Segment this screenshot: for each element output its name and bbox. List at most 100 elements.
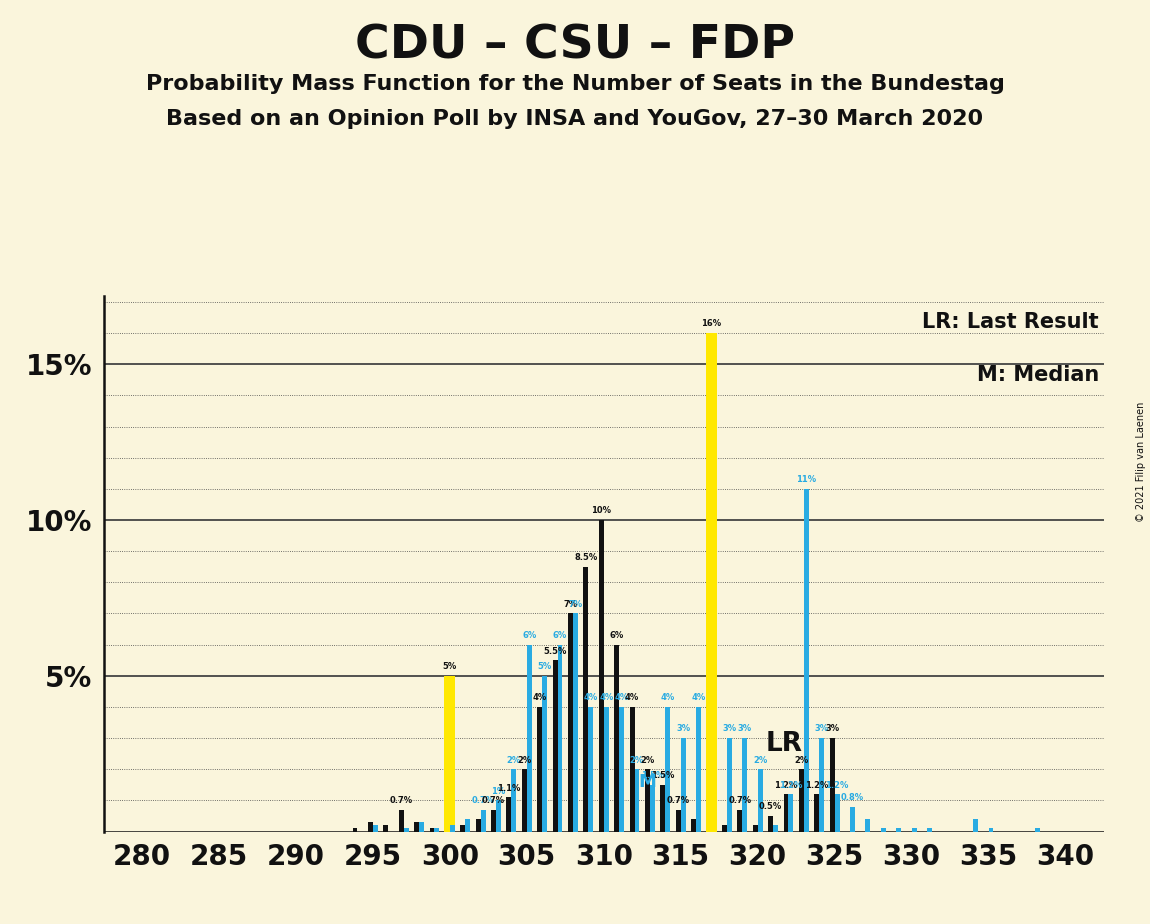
- Bar: [681, 738, 685, 832]
- Bar: [799, 770, 804, 832]
- Bar: [383, 825, 389, 832]
- Bar: [768, 816, 773, 832]
- Bar: [753, 825, 758, 832]
- Bar: [542, 675, 547, 832]
- Text: 3%: 3%: [825, 724, 840, 734]
- Bar: [496, 800, 501, 832]
- Bar: [722, 825, 727, 832]
- Bar: [450, 825, 454, 832]
- Bar: [814, 795, 819, 832]
- Text: 1.5%: 1.5%: [651, 772, 675, 780]
- Text: © 2021 Filip van Laenen: © 2021 Filip van Laenen: [1136, 402, 1145, 522]
- Text: LR: Last Result: LR: Last Result: [922, 311, 1099, 332]
- Text: 1.2%: 1.2%: [826, 781, 849, 789]
- Bar: [460, 825, 466, 832]
- Text: 6%: 6%: [610, 631, 623, 640]
- Bar: [435, 829, 439, 832]
- Text: 4%: 4%: [660, 693, 675, 702]
- Bar: [835, 795, 840, 832]
- Text: 10%: 10%: [591, 506, 612, 516]
- Bar: [912, 829, 917, 832]
- Text: 11%: 11%: [796, 475, 816, 484]
- Bar: [989, 829, 994, 832]
- Text: 2%: 2%: [753, 756, 767, 765]
- Text: 0.7%: 0.7%: [390, 796, 413, 805]
- Bar: [896, 829, 902, 832]
- Text: Probability Mass Function for the Number of Seats in the Bundestag: Probability Mass Function for the Number…: [146, 74, 1004, 94]
- Text: 3%: 3%: [814, 724, 829, 734]
- Text: LR: LR: [766, 732, 803, 758]
- Text: 0.7%: 0.7%: [667, 796, 690, 805]
- Bar: [691, 820, 696, 832]
- Bar: [604, 707, 608, 832]
- Text: 0.7%: 0.7%: [728, 796, 751, 805]
- Text: 1.2%: 1.2%: [780, 781, 803, 789]
- Bar: [404, 829, 408, 832]
- Bar: [635, 770, 639, 832]
- Text: 16%: 16%: [702, 320, 721, 328]
- Bar: [568, 614, 573, 832]
- Bar: [491, 809, 496, 832]
- Text: M: M: [638, 773, 657, 791]
- Text: 5%: 5%: [443, 663, 457, 671]
- Text: 0.7%: 0.7%: [482, 796, 505, 805]
- Text: 7%: 7%: [568, 600, 583, 609]
- Text: 6%: 6%: [522, 631, 536, 640]
- Bar: [783, 795, 789, 832]
- Bar: [537, 707, 542, 832]
- Bar: [589, 707, 593, 832]
- Text: 2%: 2%: [507, 756, 521, 765]
- Bar: [414, 822, 419, 832]
- Bar: [666, 707, 670, 832]
- Bar: [583, 566, 589, 832]
- Bar: [660, 784, 666, 832]
- Bar: [645, 770, 650, 832]
- Bar: [742, 738, 748, 832]
- Bar: [758, 770, 762, 832]
- Bar: [829, 738, 835, 832]
- Bar: [527, 645, 531, 832]
- Bar: [881, 829, 886, 832]
- Bar: [973, 820, 979, 832]
- Bar: [573, 614, 578, 832]
- Text: 8.5%: 8.5%: [574, 553, 598, 562]
- Text: 1.2%: 1.2%: [774, 781, 798, 789]
- Bar: [706, 333, 716, 832]
- Bar: [619, 707, 624, 832]
- Bar: [696, 707, 702, 832]
- Text: 3%: 3%: [676, 724, 690, 734]
- Text: 4%: 4%: [532, 693, 547, 702]
- Text: 3%: 3%: [722, 724, 736, 734]
- Text: 2%: 2%: [630, 756, 644, 765]
- Bar: [444, 675, 455, 832]
- Text: 0.5%: 0.5%: [759, 802, 782, 811]
- Bar: [650, 784, 654, 832]
- Bar: [373, 825, 378, 832]
- Text: 5%: 5%: [537, 663, 552, 671]
- Text: 0.7%: 0.7%: [472, 796, 494, 805]
- Text: Based on an Opinion Poll by INSA and YouGov, 27–30 March 2020: Based on an Opinion Poll by INSA and You…: [167, 109, 983, 129]
- Text: 1.2%: 1.2%: [805, 781, 828, 789]
- Bar: [419, 822, 424, 832]
- Bar: [737, 809, 742, 832]
- Bar: [773, 825, 779, 832]
- Text: 1.5%: 1.5%: [641, 772, 664, 780]
- Text: 4%: 4%: [691, 693, 706, 702]
- Text: 1.1%: 1.1%: [497, 784, 521, 793]
- Bar: [399, 809, 404, 832]
- Bar: [629, 707, 635, 832]
- Bar: [727, 738, 731, 832]
- Text: 0.8%: 0.8%: [841, 793, 864, 802]
- Text: 3%: 3%: [737, 724, 752, 734]
- Text: 1%: 1%: [491, 786, 506, 796]
- Bar: [512, 770, 516, 832]
- Bar: [866, 820, 871, 832]
- Text: 2%: 2%: [795, 756, 808, 765]
- Bar: [804, 489, 808, 832]
- Bar: [368, 822, 373, 832]
- Text: M: Median: M: Median: [976, 365, 1099, 385]
- Bar: [789, 795, 794, 832]
- Bar: [522, 770, 527, 832]
- Text: 5.5%: 5.5%: [544, 647, 567, 655]
- Bar: [506, 797, 512, 832]
